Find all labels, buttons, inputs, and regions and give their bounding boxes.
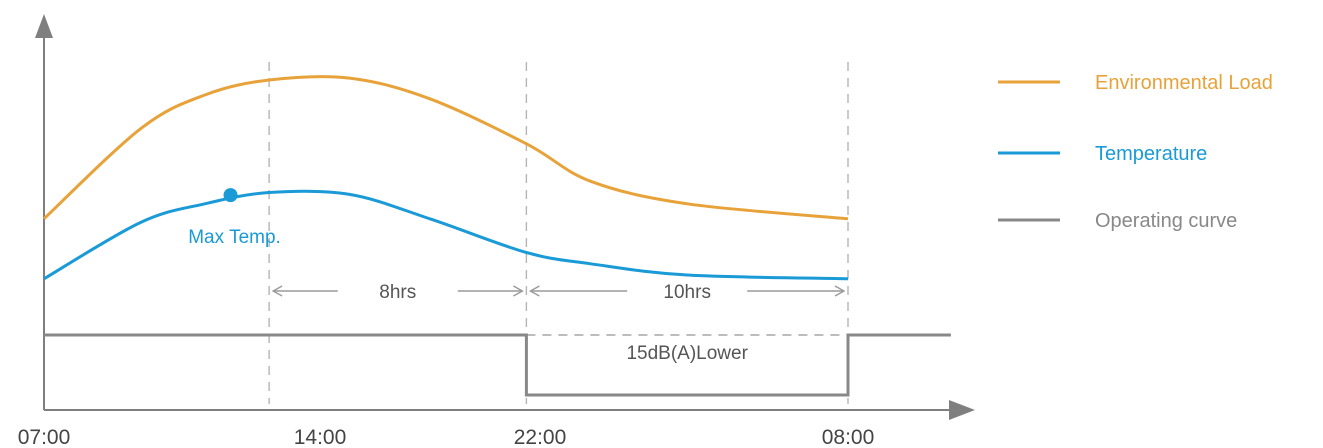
max-temp-label: Max Temp. (188, 227, 281, 248)
axes (35, 14, 975, 420)
legend-label-temperature: Temperature (1095, 143, 1207, 165)
step-annotation-label: 15dB(A)Lower (626, 343, 748, 364)
x-axis-arrow (949, 400, 975, 420)
legend-label-environmental-load: Environmental Load (1095, 72, 1273, 94)
span-arrow-head (528, 285, 540, 297)
series-line-operating-curve (44, 333, 951, 397)
x-tick-label-0: 07:00 (18, 426, 71, 448)
legend-label-operating-curve: Operating curve (1095, 210, 1237, 232)
max-temp-marker (223, 188, 238, 203)
x-tick-label-2: 22:00 (514, 426, 567, 448)
series-line-temperature (43, 189, 849, 281)
annotations: Max Temp. 8hrs 10hrs 15dB(A)Lower (188, 188, 846, 364)
x-tick-label-3: 08:00 (822, 426, 875, 448)
span-arrow-head (834, 285, 846, 297)
y-axis-arrow (35, 14, 53, 38)
legend: Environmental Load Temperature Operating c… (998, 72, 1273, 232)
span-label-0: 8hrs (379, 282, 416, 303)
series-line-environmental-load (42, 75, 849, 221)
span-arrow-head (271, 285, 283, 297)
span-label-1: 10hrs (663, 282, 711, 303)
x-tick-labels: 07:00 14:00 22:00 08:00 (18, 426, 875, 448)
dashed-guides (268, 62, 849, 404)
span-arrow-head (513, 285, 524, 297)
series-lines (42, 75, 951, 397)
x-tick-label-1: 14:00 (294, 426, 347, 448)
